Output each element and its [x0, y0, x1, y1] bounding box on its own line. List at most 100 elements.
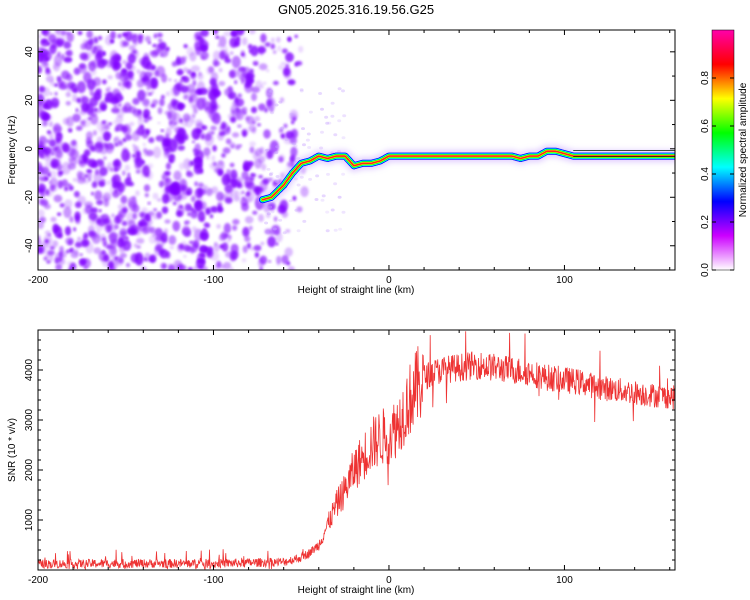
- noise-blob: [224, 197, 233, 204]
- noise-blob: [219, 132, 223, 136]
- noise-blob: [121, 207, 128, 214]
- noise-blob: [258, 103, 266, 111]
- noise-blob: [268, 260, 272, 263]
- noise-blob: [143, 257, 148, 262]
- noise-blob: [234, 80, 238, 85]
- noise-blob: [38, 237, 41, 245]
- noise-blob: [259, 255, 268, 265]
- noise-blob: [91, 59, 101, 69]
- noise-blob: [183, 158, 192, 171]
- noise-blob: [252, 210, 258, 215]
- noise-blob: [44, 56, 49, 62]
- noise-blob: [142, 142, 146, 147]
- noise-blob: [241, 37, 248, 46]
- noise-blob: [121, 69, 127, 74]
- noise-blob: [192, 148, 197, 152]
- noise-blob: [276, 36, 281, 43]
- spectrogram-ylabel: Frequency (Hz): [7, 116, 18, 185]
- noise-blob: [121, 32, 128, 37]
- noise-blob: [127, 106, 137, 114]
- noise-blob: [182, 67, 189, 73]
- noise-blob: [194, 200, 203, 212]
- noise-blob: [285, 63, 290, 69]
- noise-blob: [137, 118, 144, 127]
- noise-blob: [142, 112, 150, 123]
- noise-blob: [38, 178, 43, 185]
- noise-blob: [86, 30, 93, 39]
- noise-blob: [215, 120, 221, 126]
- noise-blob: [267, 92, 272, 96]
- noise-blob: [182, 86, 192, 98]
- noise-blob: [259, 51, 264, 56]
- noise-blob: [221, 173, 231, 186]
- noise-blob: [221, 122, 230, 136]
- noise-blob: [231, 30, 236, 35]
- noise-blob: [76, 170, 83, 179]
- noise-blob: [269, 140, 279, 154]
- noise-blob: [57, 212, 62, 216]
- noise-blob: [132, 144, 136, 148]
- noise-blob: [242, 53, 247, 60]
- noise-blob: [247, 160, 254, 167]
- noise-blob: [88, 178, 92, 182]
- noise-blob: [143, 149, 149, 157]
- noise-blob: [133, 41, 138, 46]
- noise-blob: [38, 218, 45, 230]
- noise-blob: [233, 195, 241, 202]
- noise-blob: [82, 117, 92, 128]
- noise-blob: [231, 55, 241, 69]
- noise-blob: [241, 50, 245, 54]
- noise-blob: [278, 64, 285, 71]
- colorbar: 0.0 0.2 0.4 0.6 0.8 Normalized spectral ampl…: [700, 29, 749, 277]
- noise-blob: [63, 41, 72, 49]
- noise-blob: [278, 100, 283, 104]
- noise-blob: [38, 246, 43, 254]
- signal-trace: [256, 145, 675, 206]
- noise-blob: [49, 245, 55, 250]
- noise-blob: [183, 255, 187, 258]
- noise-blob: [160, 129, 164, 132]
- noise-blob: [251, 173, 257, 177]
- noise-blob: [53, 54, 63, 67]
- noise-blob: [266, 167, 271, 171]
- noise-blob: [270, 111, 274, 115]
- noise-blob: [89, 145, 95, 150]
- noise-blob: [77, 176, 86, 184]
- noise-blob: [327, 121, 332, 125]
- noise-blob: [168, 154, 176, 164]
- noise-blob: [300, 186, 309, 198]
- noise-blob: [157, 121, 161, 125]
- noise-blob: [143, 184, 151, 192]
- noise-blob: [85, 137, 92, 145]
- noise-blob: [264, 221, 269, 225]
- noise-blob: [105, 180, 112, 185]
- noise-blob: [50, 97, 60, 108]
- noise-blob: [223, 261, 232, 270]
- noise-blob: [192, 104, 197, 109]
- noise-blob: [108, 122, 112, 126]
- noise-blob: [210, 125, 217, 131]
- noise-blob: [209, 214, 214, 219]
- noise-blob: [156, 242, 164, 248]
- noise-blob: [96, 45, 103, 53]
- noise-blob: [234, 96, 239, 103]
- noise-blob: [52, 240, 59, 248]
- noise-blob: [257, 123, 261, 127]
- noise-blob: [296, 229, 301, 233]
- noise-blob: [283, 123, 288, 129]
- noise-blob: [218, 67, 223, 73]
- noise-blob: [99, 103, 107, 110]
- noise-blob: [114, 137, 118, 142]
- noise-blob: [150, 103, 156, 108]
- noise-blob: [82, 258, 91, 269]
- noise-blob: [165, 127, 172, 137]
- noise-blob: [96, 107, 102, 114]
- noise-blob: [176, 69, 184, 76]
- noise-blob: [102, 240, 108, 247]
- noise-blob: [203, 222, 209, 228]
- noise-blob: [194, 150, 205, 161]
- noise-blob: [96, 199, 104, 206]
- noise-blob: [90, 113, 99, 125]
- noise-blob: [38, 65, 43, 74]
